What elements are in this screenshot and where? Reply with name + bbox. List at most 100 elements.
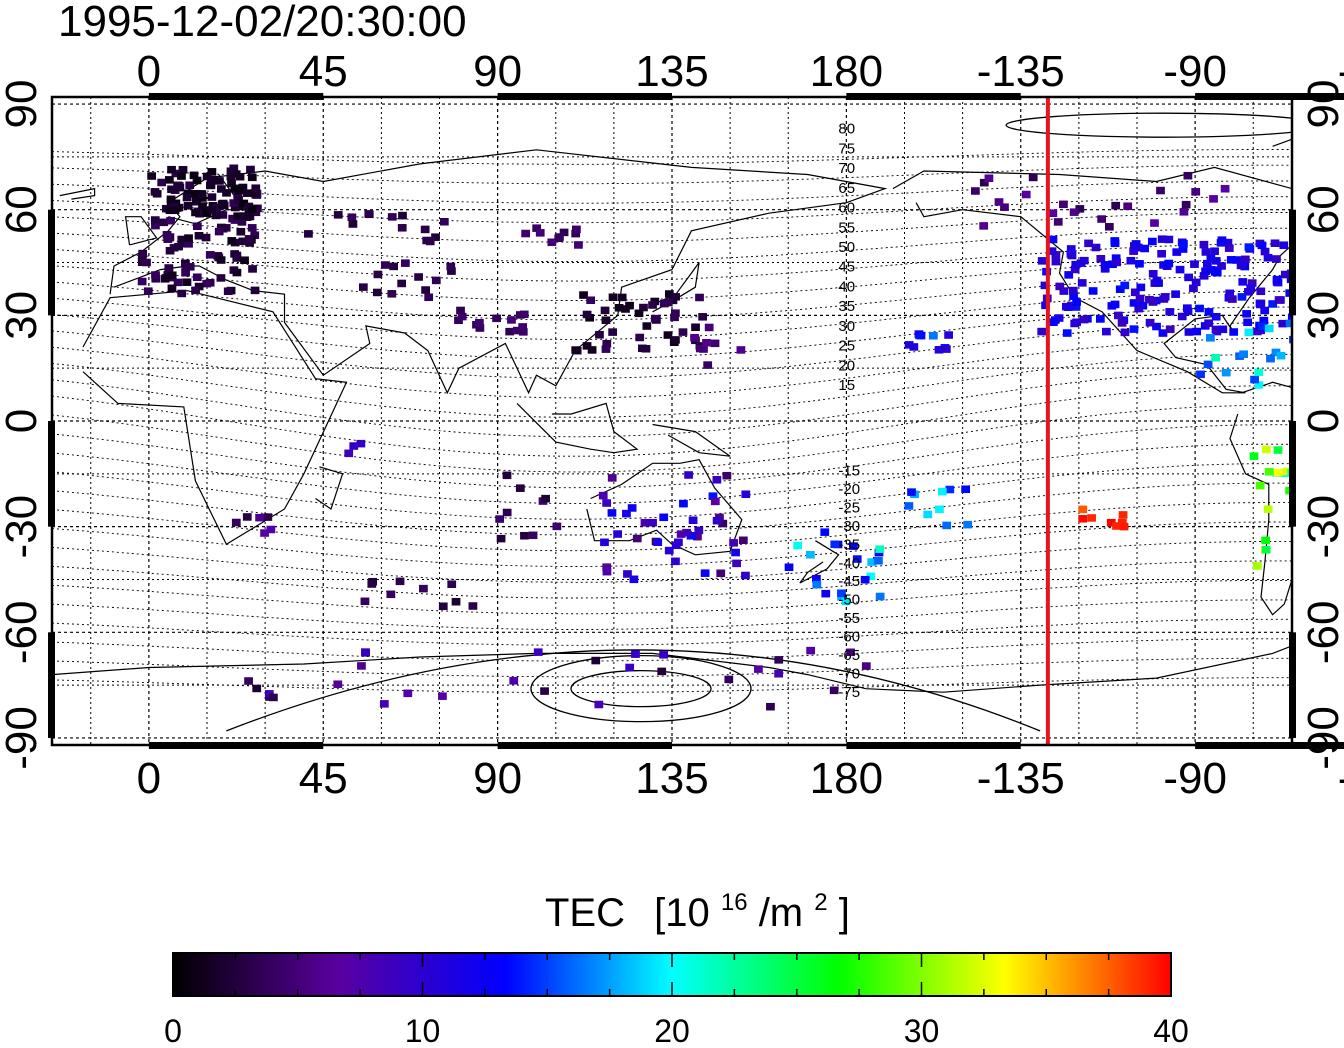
tec-cell [152, 190, 162, 198]
tec-cell [874, 557, 883, 565]
tec-cell [702, 338, 711, 347]
tec-cell [1271, 348, 1281, 357]
tec-cell [1206, 334, 1215, 342]
tec-cell [183, 189, 193, 198]
tec-cell [1244, 243, 1254, 251]
tec-cell [837, 589, 846, 597]
x-tick-label-bottom: 45 [299, 754, 348, 803]
tec-cell [192, 222, 202, 230]
tec-cell [1209, 195, 1218, 203]
tec-cell [698, 313, 708, 321]
tec-cell [1264, 324, 1274, 333]
magnetic-latitude-label: 15 [838, 377, 855, 394]
tec-cell [1071, 260, 1081, 269]
tec-cell [240, 256, 249, 264]
tec-cell [495, 515, 505, 523]
tec-cell [387, 290, 397, 298]
tec-cell [736, 346, 746, 354]
tec-cell [232, 268, 242, 277]
tec-cell [513, 326, 522, 335]
tec-cell [694, 526, 704, 535]
tec-cell [1117, 518, 1127, 527]
magnetic-latitude-label: -40 [838, 555, 860, 572]
tec-cell [945, 485, 955, 494]
tec-cell [1134, 304, 1144, 313]
tec-cell [403, 689, 413, 698]
y-tick-label-right: 0 [1299, 409, 1344, 433]
tec-cell [1051, 257, 1061, 266]
tec-cell [1223, 238, 1233, 247]
frame-tick-bar [497, 742, 672, 749]
tec-cell [250, 231, 260, 239]
tec-cell [1062, 329, 1072, 337]
tec-cell [1078, 515, 1088, 523]
tec-cell [248, 265, 257, 273]
tec-cell [849, 542, 858, 550]
tec-cell [627, 504, 637, 512]
tec-cell [1164, 235, 1174, 244]
tec-cell [582, 342, 592, 350]
tec-cell [994, 198, 1004, 206]
map-plot-area [52, 97, 1292, 745]
tec-cell [1059, 200, 1068, 209]
tec-cell [942, 521, 952, 530]
tec-cell [708, 492, 718, 500]
tec-cell [1217, 262, 1226, 270]
tec-cell [639, 303, 648, 312]
tec-cell [518, 328, 528, 336]
tec-cell [648, 518, 657, 527]
tec-cell [641, 344, 651, 353]
tec-cell [1021, 190, 1031, 199]
tec-cell [591, 656, 601, 665]
tec-cell [1100, 265, 1110, 273]
tec-cell [703, 361, 713, 369]
tec-cell [710, 497, 720, 506]
tec-cell [784, 563, 794, 572]
tec-cell [217, 185, 226, 193]
tec-cell [421, 286, 430, 294]
tec-cell [1263, 253, 1273, 262]
tec-cell [846, 648, 855, 657]
tec-cell [250, 286, 260, 295]
colorbar: TEC [10 16 /m 2 ] 0 10 20 30 40 [164, 889, 1189, 1048]
tec-cell [233, 212, 243, 220]
tec-cell [1210, 247, 1219, 255]
tec-cell [227, 237, 237, 245]
tec-cell [164, 265, 174, 274]
tec-cell [555, 233, 564, 241]
tec-cell [1252, 327, 1262, 336]
tec-cell [1250, 375, 1259, 384]
tec-cell [1068, 286, 1078, 295]
tec-cell [235, 172, 245, 181]
tec-cell [212, 203, 222, 212]
tec-cell [1145, 318, 1155, 327]
tec-cell [693, 532, 702, 541]
magnetic-contour [52, 599, 1292, 630]
tec-cell [1191, 188, 1201, 196]
tec-cell [1252, 562, 1262, 570]
tec-cell [587, 346, 597, 354]
tec-cell [1273, 446, 1283, 454]
tec-cell [963, 520, 973, 529]
tec-cell [1203, 259, 1212, 268]
tec-cell [162, 230, 172, 239]
magnetic-contour [52, 227, 1292, 263]
tec-cell [634, 309, 644, 318]
tec-cell [1136, 283, 1146, 292]
y-tick-label-left: 90 [0, 80, 46, 129]
tec-cell [496, 534, 506, 543]
tec-cell [671, 293, 680, 301]
tec-cell [601, 345, 611, 353]
tec-cell [245, 239, 254, 247]
tec-cell [1196, 370, 1205, 379]
tec-cell [1164, 259, 1174, 268]
magnetic-latitude-label: 70 [838, 160, 855, 177]
colorbar-label-text: TEC [545, 891, 625, 935]
tec-cell [1181, 200, 1191, 209]
tec-cell [598, 491, 608, 500]
tec-cell [625, 301, 634, 310]
tec-cell [1078, 505, 1088, 514]
tec-cell [574, 241, 583, 249]
tec-cell [266, 525, 276, 534]
tec-cell [1157, 249, 1167, 258]
